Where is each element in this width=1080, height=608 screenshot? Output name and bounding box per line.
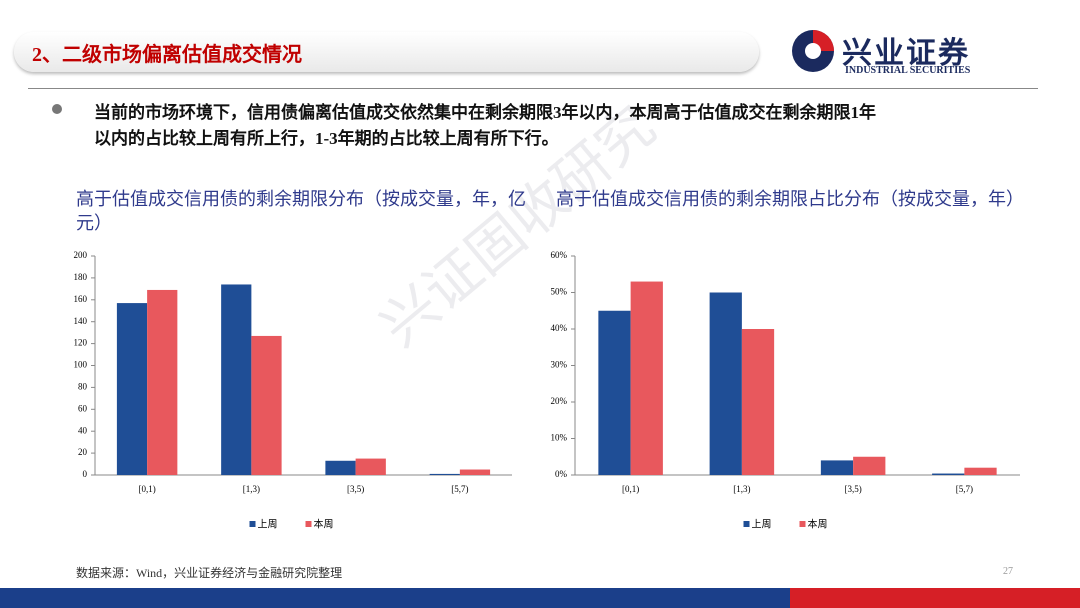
y-tick-label: 60 bbox=[78, 403, 88, 413]
y-tick-label: 0 bbox=[83, 469, 88, 479]
divider bbox=[28, 88, 1038, 89]
y-tick-label: 10% bbox=[551, 433, 568, 443]
bullet-dot bbox=[52, 104, 62, 114]
bar bbox=[251, 335, 282, 475]
x-tick-label: [3,5) bbox=[845, 484, 862, 494]
x-tick-label: [5,7) bbox=[451, 484, 468, 494]
legend-label: 本周 bbox=[808, 517, 828, 530]
y-tick-label: 180 bbox=[74, 272, 88, 282]
bar bbox=[429, 473, 460, 475]
bullet-text: 当前的市场环境下，信用债偏离估值成交依然集中在剩余期限3年以内，本周高于估值成交… bbox=[94, 103, 876, 122]
bullet-text: 以内的占比较上周有所上行，1-3年期的占比较上周有所下行。 bbox=[94, 129, 559, 148]
x-tick-label: [1,3) bbox=[733, 484, 750, 494]
y-tick-label: 140 bbox=[74, 316, 88, 326]
y-tick-label: 0% bbox=[555, 469, 568, 479]
bar bbox=[853, 456, 886, 475]
footer-bar bbox=[0, 588, 790, 608]
bar bbox=[820, 460, 854, 475]
bar bbox=[147, 289, 178, 475]
logo-subtext: INDUSTRIAL SECURITIES bbox=[845, 65, 971, 76]
y-tick-label: 40% bbox=[551, 323, 568, 333]
source-note: 数据来源：Wind，兴业证券经济与金融研究院整理 bbox=[76, 566, 343, 580]
x-tick-label: [0,1) bbox=[622, 484, 639, 494]
x-tick-label: [0,1) bbox=[139, 484, 156, 494]
header-title: 2、二级市场偏离估值成交情况 bbox=[32, 44, 302, 66]
bar bbox=[325, 460, 356, 475]
bar bbox=[116, 303, 148, 475]
y-tick-label: 160 bbox=[74, 294, 88, 304]
bar bbox=[709, 292, 742, 475]
legend-swatch bbox=[743, 521, 750, 527]
legend-label: 上周 bbox=[258, 518, 278, 530]
bar bbox=[355, 458, 386, 475]
y-tick-label: 200 bbox=[74, 250, 88, 260]
page-number: 27 bbox=[1003, 566, 1013, 577]
y-tick-label: 120 bbox=[74, 338, 88, 348]
x-tick-label: [3,5) bbox=[347, 484, 364, 494]
y-tick-label: 30% bbox=[551, 360, 568, 370]
bar bbox=[630, 281, 663, 475]
y-tick-label: 60% bbox=[551, 250, 568, 260]
bar bbox=[964, 467, 997, 475]
y-tick-label: 80 bbox=[78, 381, 88, 391]
y-tick-label: 20% bbox=[551, 396, 568, 406]
bar bbox=[932, 473, 965, 475]
bar bbox=[459, 469, 491, 475]
y-tick-label: 100 bbox=[74, 360, 88, 370]
chart-title: 高于估值成交信用债的剩余期限分布（按成交量，年，亿元） bbox=[76, 189, 526, 233]
chart-title: 高于估值成交信用债的剩余期限占比分布（按成交量，年） bbox=[556, 189, 1024, 209]
y-tick-label: 50% bbox=[551, 287, 568, 297]
bar bbox=[598, 310, 631, 475]
x-tick-label: [1,3) bbox=[243, 484, 260, 494]
logo-text: 兴业证券 bbox=[842, 37, 970, 70]
legend-label: 上周 bbox=[752, 518, 772, 530]
x-tick-label: [5,7) bbox=[956, 484, 973, 494]
y-tick-label: 20 bbox=[78, 447, 88, 457]
legend-swatch bbox=[305, 521, 312, 527]
y-tick-label: 40 bbox=[78, 425, 88, 435]
legend-label: 本周 bbox=[314, 517, 334, 530]
legend-swatch bbox=[799, 521, 806, 527]
bar bbox=[221, 284, 252, 475]
footer-bar-accent bbox=[790, 588, 1080, 608]
legend-swatch bbox=[249, 521, 256, 527]
logo-icon bbox=[792, 30, 834, 72]
bar bbox=[741, 329, 775, 475]
header-bar bbox=[14, 32, 759, 72]
